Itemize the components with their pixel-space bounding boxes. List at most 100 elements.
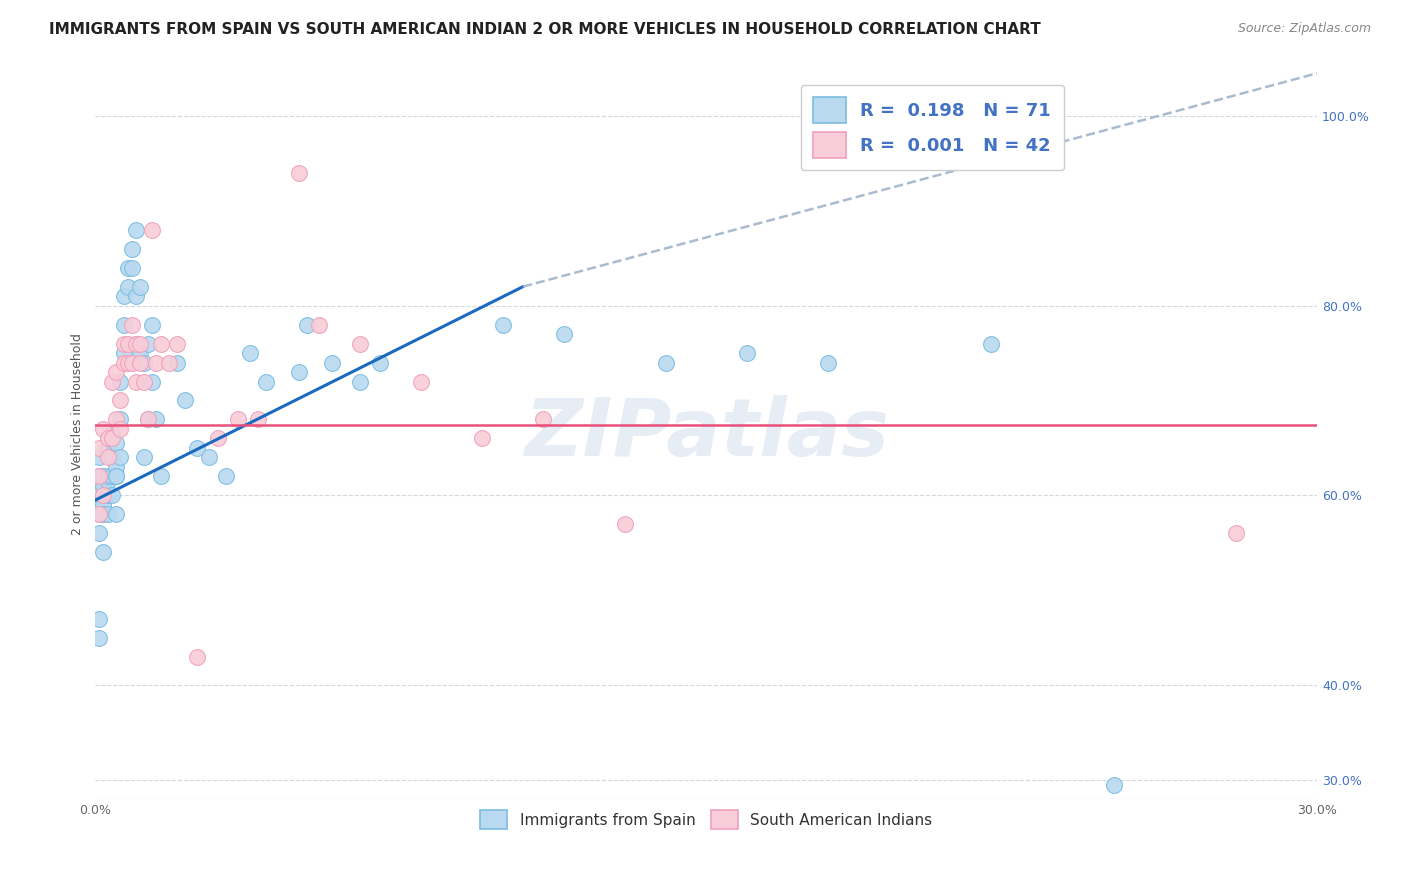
Point (136, 336, 159, 351)
Point (112, 318, 135, 332)
Point (1102, 778, 1125, 792)
Point (117, 336, 139, 351)
Point (100, 431, 122, 445)
Point (97, 441, 120, 455)
Point (141, 223, 163, 237)
Legend: Immigrants from Spain, South American Indians: Immigrants from Spain, South American In… (474, 805, 939, 835)
Point (93, 508, 115, 522)
Point (108, 375, 131, 389)
Point (254, 375, 277, 389)
Point (97, 469, 120, 483)
Point (86, 493, 108, 508)
Point (104, 469, 127, 483)
Point (93, 474, 115, 488)
Point (104, 365, 127, 379)
Point (89, 508, 111, 522)
Point (93, 422, 115, 436)
Point (166, 336, 188, 351)
Point (735, 346, 758, 360)
Point (136, 412, 159, 426)
Point (89, 526, 111, 541)
Point (145, 355, 167, 369)
Point (129, 355, 152, 369)
Point (97, 431, 120, 445)
Point (89, 508, 111, 522)
Point (349, 375, 371, 389)
Text: Source: ZipAtlas.com: Source: ZipAtlas.com (1237, 22, 1371, 36)
Point (121, 242, 143, 256)
Point (125, 336, 148, 351)
Point (349, 336, 371, 351)
Point (134, 375, 156, 389)
Point (121, 318, 143, 332)
Text: IMMIGRANTS FROM SPAIN VS SOUTH AMERICAN INDIAN 2 OR MORE VEHICLES IN HOUSEHOLD C: IMMIGRANTS FROM SPAIN VS SOUTH AMERICAN … (49, 22, 1040, 37)
Point (93, 488, 115, 502)
Point (207, 431, 229, 445)
Point (980, 336, 1002, 351)
Point (108, 450, 131, 465)
Point (247, 412, 270, 426)
Point (89, 450, 111, 465)
Point (104, 469, 127, 483)
Point (288, 166, 311, 180)
Point (125, 289, 148, 303)
Point (370, 355, 392, 369)
Y-axis label: 2 or more Vehicles in Household: 2 or more Vehicles in Household (72, 333, 84, 534)
Point (531, 412, 554, 426)
Point (97, 508, 120, 522)
Point (239, 346, 262, 360)
Point (491, 318, 513, 332)
Point (288, 365, 311, 379)
Point (129, 346, 152, 360)
Point (129, 279, 152, 293)
Point (149, 469, 172, 483)
Point (134, 355, 156, 369)
Point (100, 431, 122, 445)
Point (295, 318, 318, 332)
Point (89, 488, 111, 502)
Point (104, 459, 127, 474)
Point (141, 318, 163, 332)
Point (100, 469, 122, 483)
Point (97, 450, 120, 465)
Point (1225, 526, 1247, 541)
Point (117, 260, 139, 275)
Point (121, 355, 143, 369)
Point (226, 412, 249, 426)
Point (89, 631, 111, 645)
Point (100, 375, 122, 389)
Point (654, 355, 676, 369)
Point (89, 441, 111, 455)
Point (215, 469, 238, 483)
Point (125, 375, 148, 389)
Point (104, 436, 127, 450)
Point (134, 450, 156, 465)
Point (129, 336, 152, 351)
Point (121, 260, 143, 275)
Point (112, 346, 135, 360)
Point (108, 412, 131, 426)
Point (108, 422, 131, 436)
Point (117, 279, 139, 293)
Point (97, 474, 120, 488)
Point (817, 355, 839, 369)
Point (166, 355, 188, 369)
Point (186, 441, 208, 455)
Text: ZIPatlas: ZIPatlas (524, 394, 889, 473)
Point (89, 469, 111, 483)
Point (198, 450, 221, 465)
Point (186, 649, 208, 664)
Point (112, 355, 135, 369)
Point (112, 336, 135, 351)
Point (93, 479, 115, 493)
Point (411, 375, 433, 389)
Point (125, 336, 148, 351)
Point (117, 355, 139, 369)
Point (157, 355, 180, 369)
Point (112, 289, 135, 303)
Point (613, 516, 636, 531)
Point (141, 375, 163, 389)
Point (145, 412, 167, 426)
Point (149, 336, 172, 351)
Point (136, 412, 159, 426)
